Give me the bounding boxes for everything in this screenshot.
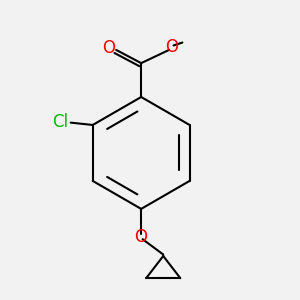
Text: O: O [102,38,115,56]
Text: O: O [166,38,178,56]
Text: Cl: Cl [52,113,68,131]
Text: O: O [134,228,147,246]
